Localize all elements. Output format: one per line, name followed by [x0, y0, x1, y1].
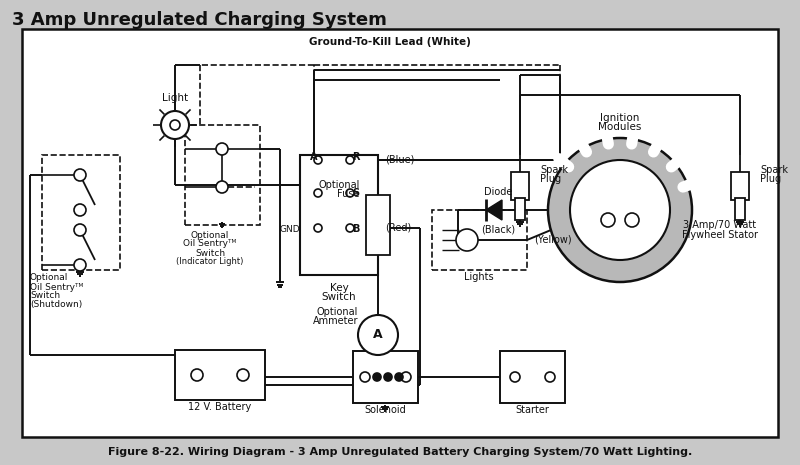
Circle shape	[601, 213, 615, 227]
Bar	[511, 172, 529, 200]
Text: Oil Sentryᵀᴹ: Oil Sentryᵀᴹ	[183, 239, 237, 248]
Text: Spark: Spark	[540, 165, 568, 175]
Text: Diode: Diode	[484, 187, 512, 197]
Bar	[300, 155, 378, 275]
Text: A: A	[310, 152, 318, 162]
Circle shape	[74, 259, 86, 271]
Text: Optional: Optional	[317, 307, 358, 317]
Text: (Shutdown): (Shutdown)	[30, 300, 82, 310]
Text: Lights: Lights	[464, 272, 494, 282]
Text: GND: GND	[280, 225, 300, 233]
Circle shape	[314, 189, 322, 197]
Text: Optional: Optional	[191, 231, 229, 239]
Circle shape	[191, 369, 203, 381]
Circle shape	[545, 372, 555, 382]
Circle shape	[360, 372, 370, 382]
Circle shape	[358, 315, 398, 355]
Text: Ground-To-Kill Lead (White): Ground-To-Kill Lead (White)	[309, 37, 471, 47]
Bar	[500, 351, 565, 403]
Bar	[175, 350, 265, 400]
Circle shape	[510, 372, 520, 382]
Text: (Red): (Red)	[385, 223, 411, 233]
Text: S: S	[353, 188, 359, 198]
Text: Switch: Switch	[322, 292, 356, 302]
Circle shape	[401, 372, 411, 382]
Bar	[185, 125, 260, 225]
Text: Optional: Optional	[318, 180, 360, 190]
Circle shape	[625, 213, 639, 227]
Text: (Black): (Black)	[481, 225, 515, 235]
Text: Light: Light	[162, 93, 188, 103]
Text: 3 Amp/70 Watt: 3 Amp/70 Watt	[683, 220, 757, 230]
Bar	[515, 198, 525, 220]
Text: Figure 8-22. Wiring Diagram - 3 Amp Unregulated Battery Charging System/70 Watt : Figure 8-22. Wiring Diagram - 3 Amp Unre…	[108, 447, 692, 457]
Polygon shape	[486, 200, 502, 220]
Text: Fuse: Fuse	[338, 189, 360, 199]
Text: 3 Amp Unregulated Charging System: 3 Amp Unregulated Charging System	[12, 11, 387, 29]
Text: R: R	[352, 152, 360, 162]
Circle shape	[314, 224, 322, 232]
Text: Switch: Switch	[30, 292, 60, 300]
Circle shape	[548, 138, 692, 282]
Circle shape	[346, 189, 354, 197]
Circle shape	[395, 373, 403, 381]
Circle shape	[74, 224, 86, 236]
Circle shape	[346, 156, 354, 164]
Bar	[735, 198, 745, 220]
Text: Plug: Plug	[760, 174, 781, 184]
Circle shape	[161, 111, 189, 139]
Bar	[432, 210, 527, 270]
Text: Optional: Optional	[30, 273, 68, 283]
Text: A: A	[373, 328, 383, 341]
Text: Modules: Modules	[598, 122, 642, 132]
Circle shape	[74, 204, 86, 216]
Text: Ignition: Ignition	[600, 113, 640, 123]
Text: Flywheel Stator: Flywheel Stator	[682, 230, 758, 240]
Circle shape	[373, 373, 381, 381]
Circle shape	[74, 169, 86, 181]
Text: 12 V. Battery: 12 V. Battery	[188, 402, 252, 412]
Text: Switch: Switch	[195, 248, 225, 258]
Text: Solenoid: Solenoid	[364, 405, 406, 415]
Text: (Yellow): (Yellow)	[534, 235, 572, 245]
Text: (Blue): (Blue)	[385, 155, 414, 165]
Circle shape	[216, 181, 228, 193]
Circle shape	[314, 156, 322, 164]
Circle shape	[570, 160, 670, 260]
Bar	[731, 172, 749, 200]
Circle shape	[237, 369, 249, 381]
Text: Starter: Starter	[515, 405, 549, 415]
Circle shape	[456, 229, 478, 251]
Text: (Indicator Light): (Indicator Light)	[176, 258, 244, 266]
Text: Ammeter: Ammeter	[313, 316, 358, 326]
Text: Oil Sentryᵀᴹ: Oil Sentryᵀᴹ	[30, 283, 83, 292]
Bar	[353, 351, 418, 403]
Circle shape	[216, 143, 228, 155]
Circle shape	[346, 224, 354, 232]
Bar	[42, 155, 120, 270]
Text: Spark: Spark	[760, 165, 788, 175]
Circle shape	[384, 373, 392, 381]
Circle shape	[170, 120, 180, 130]
Bar	[22, 29, 778, 437]
Text: Key: Key	[330, 283, 348, 293]
Text: Plug: Plug	[540, 174, 561, 184]
Text: B: B	[352, 224, 360, 234]
Bar	[366, 195, 390, 255]
